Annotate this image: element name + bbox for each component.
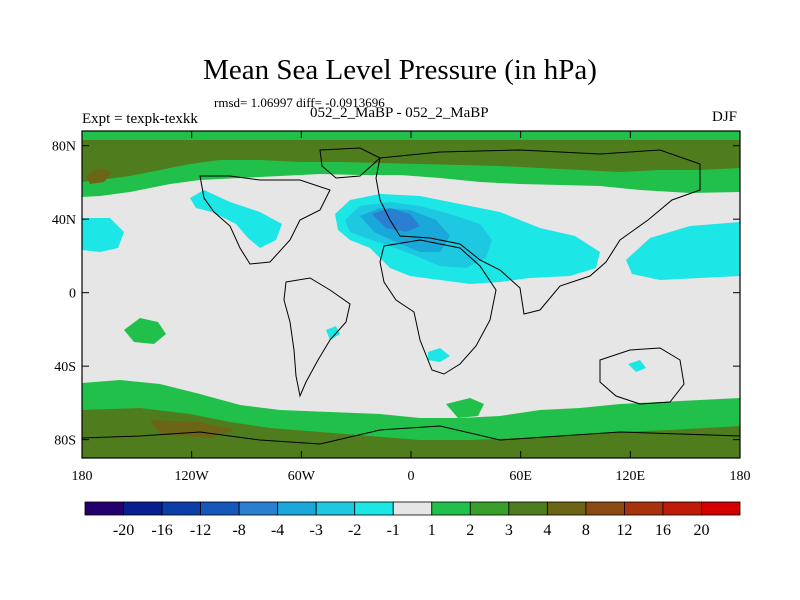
colorbar-label: -8 xyxy=(232,522,245,539)
y-tick-label: 40S xyxy=(54,360,76,375)
colorbar-swatch xyxy=(508,501,548,516)
north-america-cyan-low xyxy=(190,190,282,248)
colorbar-swatch xyxy=(701,501,741,516)
x-tick-label: 120E xyxy=(616,469,646,484)
colorbar-swatch xyxy=(662,501,702,516)
greenland-coast xyxy=(319,147,381,179)
colorbar-label: -20 xyxy=(113,522,134,539)
africa-coast xyxy=(379,239,497,375)
colorbar-swatch xyxy=(431,501,471,516)
colorbar: -20 -16 -12 -8 -4 -3 -2 -1 1 2 3 4 8 12 16 20 xyxy=(84,501,741,539)
colorbar-label: -12 xyxy=(190,522,211,539)
y-tick-label: 0 xyxy=(69,287,76,302)
west-pacific-edge-low xyxy=(82,218,124,252)
x-tick-label: 120W xyxy=(175,469,210,484)
south-america-coast xyxy=(283,277,351,398)
experiment-subtitle: 052_2_MaBP - 052_2_MaBP xyxy=(310,105,489,121)
season-label: DJF xyxy=(712,109,738,125)
experiment-label: Expt = texpk-texkk xyxy=(82,111,198,127)
colorbar-label: 20 xyxy=(693,522,709,539)
colorbar-swatch xyxy=(546,501,587,516)
x-tick-label: 180 xyxy=(730,469,751,484)
colorbar-label: -1 xyxy=(387,522,400,539)
north-america-coast xyxy=(199,175,331,265)
south-pacific-green-patch xyxy=(124,318,166,344)
north-pacific-cyan-low xyxy=(626,222,740,280)
colorbar-label: -2 xyxy=(348,522,361,539)
colorbar-label: 4 xyxy=(543,522,551,539)
antarctic-olive-band xyxy=(82,408,740,458)
colorbar-label: -4 xyxy=(271,522,284,539)
stats-text: rmsd= 1.06997 diff= -0.0913696 xyxy=(214,95,385,110)
y-axis: 80N 40N 0 40S 80S xyxy=(52,140,740,449)
x-tick-label: 180 xyxy=(72,469,93,484)
colorbar-swatch xyxy=(277,501,317,516)
south-america-cyan-speck xyxy=(326,326,340,340)
south-atlantic-cyan-speck xyxy=(428,348,450,362)
map-panel: 80N 40N 0 40S 80S 180 120W 60W 0 60E 120E 180 xyxy=(52,130,751,484)
arctic-dark-patch xyxy=(86,168,112,184)
colorbar-swatch xyxy=(200,501,240,516)
x-axis: 180 120W 60W 0 60E 120E 180 xyxy=(72,131,751,484)
colorbar-swatch xyxy=(624,501,664,516)
colorbar-label: 2 xyxy=(466,522,474,539)
colorbar-label: 12 xyxy=(616,522,632,539)
arctic-olive-band xyxy=(82,140,740,182)
x-tick-label: 60W xyxy=(288,469,316,484)
colorbar-swatch xyxy=(585,501,625,516)
colorbar-label: 16 xyxy=(655,522,671,539)
y-tick-label: 80N xyxy=(52,140,76,155)
colorbar-swatch xyxy=(238,501,279,516)
south-atlantic-green-patch xyxy=(446,398,484,418)
colorbar-swatch xyxy=(469,501,510,516)
colorbar-swatch xyxy=(315,501,356,516)
eurasia-coast xyxy=(375,149,701,315)
map-title: Mean Sea Level Pressure (in hPa) xyxy=(203,54,597,86)
colorbar-label: -3 xyxy=(310,522,323,539)
colorbar-label: -16 xyxy=(151,522,172,539)
colorbar-swatch xyxy=(354,501,394,516)
x-tick-label: 60E xyxy=(509,469,532,484)
colorbar-swatch xyxy=(84,501,124,516)
y-tick-label: 80S xyxy=(54,434,76,449)
colorbar-label: 1 xyxy=(428,522,436,539)
colorbar-swatch xyxy=(161,501,201,516)
australia-cyan-speck xyxy=(628,360,646,372)
colorbar-swatch xyxy=(123,501,163,516)
australia-coast xyxy=(599,347,685,405)
y-tick-label: 40N xyxy=(52,213,76,228)
eurasia-core-low xyxy=(372,208,420,232)
colorbar-swatch xyxy=(392,501,433,516)
colorbar-label: 8 xyxy=(582,522,590,539)
colorbar-label: 3 xyxy=(505,522,513,539)
x-tick-label: 0 xyxy=(408,469,415,484)
